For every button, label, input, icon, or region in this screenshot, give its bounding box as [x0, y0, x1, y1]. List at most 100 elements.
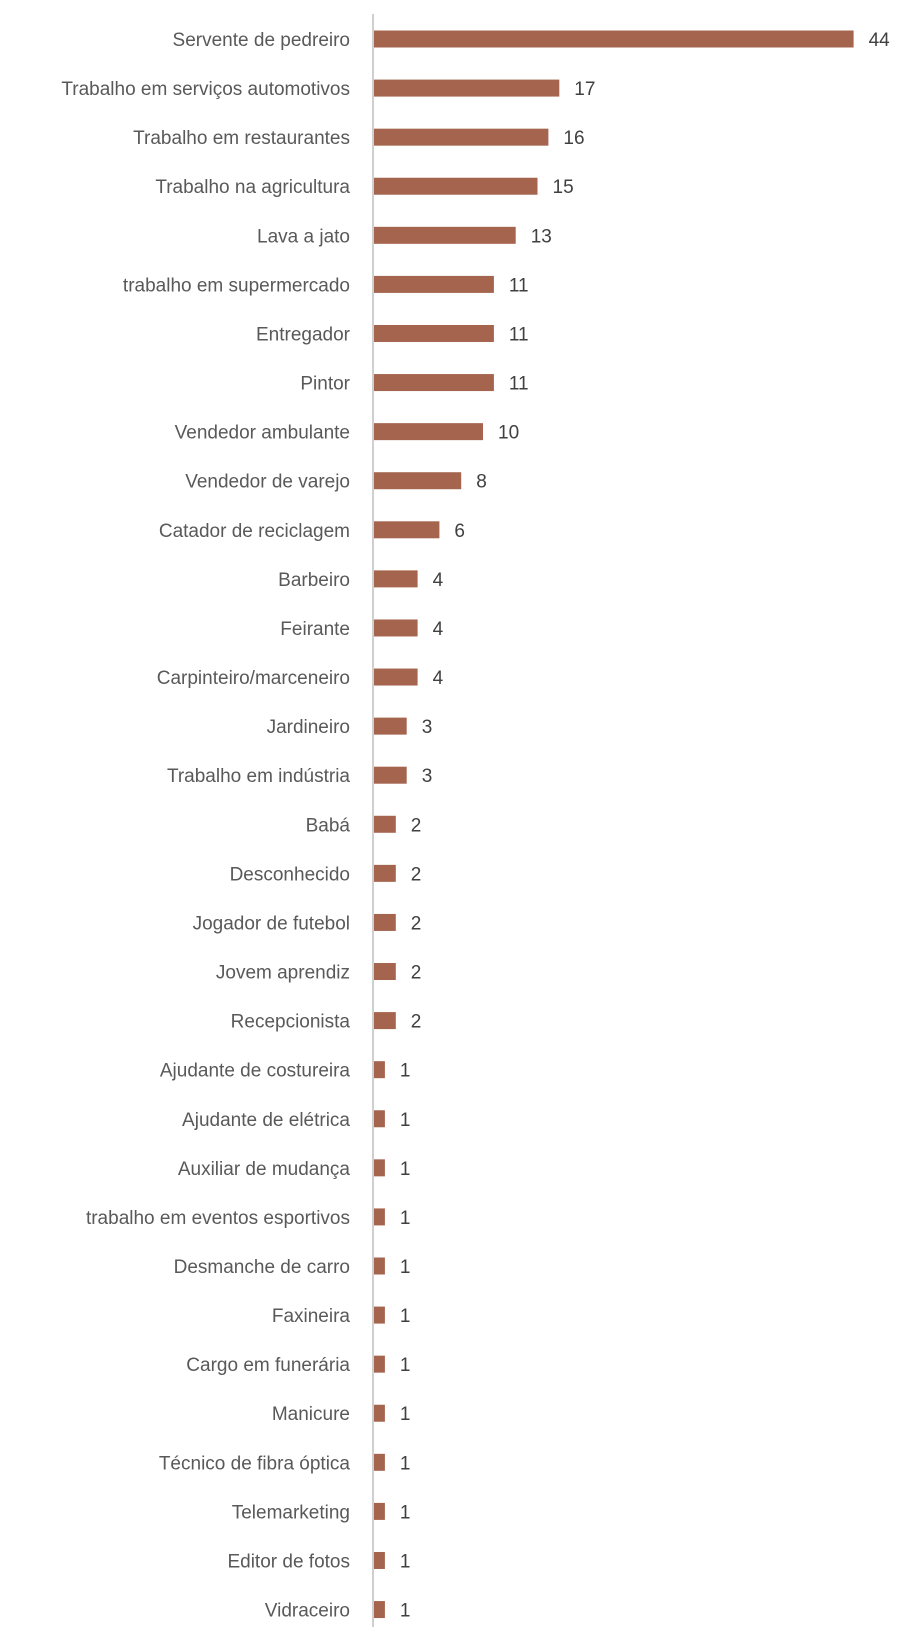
bar-6	[374, 275, 494, 293]
category-label: Pintor	[300, 374, 350, 395]
value-label: 1	[400, 1453, 411, 1474]
category-label: Editor de fotos	[227, 1551, 350, 1572]
bar-20	[374, 963, 396, 981]
bar-12	[374, 570, 418, 588]
category-label: Jovem aprendiz	[216, 963, 350, 984]
value-label: 1	[400, 1208, 411, 1229]
bars	[374, 30, 854, 1619]
value-label: 13	[531, 226, 552, 247]
value-label: 3	[422, 766, 433, 787]
category-label: Servente de pedreiro	[173, 30, 350, 51]
category-label: trabalho em supermercado	[123, 275, 350, 296]
category-label: Desconhecido	[230, 864, 350, 885]
bar-33	[374, 1601, 385, 1619]
bar-17	[374, 815, 396, 833]
value-label: 11	[509, 275, 529, 296]
category-label: Trabalho em restaurantes	[133, 128, 350, 149]
value-label: 16	[563, 128, 584, 149]
value-labels: 4417161513111111108644433222221111111111…	[400, 30, 890, 1622]
bar-5	[374, 226, 516, 244]
value-label: 17	[574, 79, 595, 100]
value-label: 6	[454, 521, 465, 542]
category-label: Carpinteiro/marceneiro	[157, 668, 350, 689]
value-label: 1	[400, 1061, 411, 1082]
category-label: Recepcionista	[231, 1012, 351, 1033]
bar-4	[374, 177, 538, 195]
bar-3	[374, 128, 549, 146]
category-label: Feirante	[280, 619, 350, 640]
bar-22	[374, 1061, 385, 1079]
category-label: Barbeiro	[278, 570, 350, 591]
category-label: Faxineira	[272, 1306, 351, 1327]
value-label: 2	[411, 913, 422, 934]
bar-15	[374, 717, 407, 735]
bar-16	[374, 766, 407, 784]
category-label: trabalho em eventos esportivos	[86, 1208, 350, 1229]
value-label: 4	[433, 570, 444, 591]
value-label: 1	[400, 1306, 411, 1327]
value-label: 1	[400, 1404, 411, 1425]
category-label: Entregador	[256, 324, 351, 345]
bar-19	[374, 913, 396, 931]
bar-10	[374, 472, 462, 490]
category-label: Vendedor de varejo	[185, 472, 350, 493]
bar-28	[374, 1355, 385, 1373]
value-label: 11	[509, 374, 529, 395]
value-label: 4	[433, 668, 444, 689]
category-label: Babá	[306, 815, 351, 836]
bar-27	[374, 1306, 385, 1324]
bar-11	[374, 521, 440, 539]
bar-2	[374, 79, 560, 97]
value-label: 2	[411, 815, 422, 836]
category-labels: Servente de pedreiro Trabalho em serviços…	[61, 30, 350, 1622]
value-label: 15	[553, 177, 574, 198]
value-label: 10	[498, 423, 519, 444]
category-label: Catador de reciclagem	[159, 521, 350, 542]
value-label: 1	[400, 1551, 411, 1572]
value-label: 3	[422, 717, 433, 738]
value-label: 2	[411, 1012, 422, 1033]
value-label: 2	[411, 864, 422, 885]
bar-24	[374, 1159, 385, 1177]
category-label: Trabalho na agricultura	[155, 177, 350, 198]
value-label: 1	[400, 1355, 411, 1376]
category-label: Vidraceiro	[265, 1601, 350, 1622]
value-label: 8	[476, 472, 487, 493]
category-label: Jardineiro	[267, 717, 350, 738]
bar-9	[374, 423, 483, 441]
bar-8	[374, 374, 494, 392]
value-label: 1	[400, 1601, 411, 1622]
bar-30	[374, 1453, 385, 1471]
value-label: 11	[509, 324, 529, 345]
bar-1	[374, 30, 854, 48]
category-label: Cargo em funerária	[186, 1355, 350, 1376]
value-label: 44	[869, 30, 891, 51]
bar-18	[374, 864, 396, 882]
category-label: Telemarketing	[232, 1502, 350, 1523]
bar-26	[374, 1257, 385, 1275]
bar-29	[374, 1404, 385, 1422]
value-label: 1	[400, 1110, 411, 1131]
category-label: Jogador de futebol	[193, 913, 350, 934]
category-label: Lava a jato	[257, 226, 350, 247]
bar-32	[374, 1551, 385, 1569]
value-label: 1	[400, 1257, 411, 1278]
bar-25	[374, 1208, 385, 1226]
category-label: Trabalho em serviços automotivos	[61, 79, 350, 100]
value-label: 1	[400, 1502, 411, 1523]
category-label: Auxiliar de mudança	[178, 1159, 351, 1180]
category-label: Desmanche de carro	[174, 1257, 350, 1278]
bar-7	[374, 324, 494, 342]
category-label: Ajudante de elétrica	[182, 1110, 350, 1131]
bar-13	[374, 619, 418, 637]
bar-23	[374, 1110, 385, 1128]
bar-31	[374, 1502, 385, 1520]
value-label: 1	[400, 1159, 411, 1180]
category-label: Técnico de fibra óptica	[159, 1453, 351, 1474]
value-label: 2	[411, 963, 422, 984]
value-label: 4	[433, 619, 444, 640]
category-label: Vendedor ambulante	[175, 423, 350, 444]
bar-14	[374, 668, 418, 686]
category-label: Ajudante de costureira	[160, 1061, 351, 1082]
